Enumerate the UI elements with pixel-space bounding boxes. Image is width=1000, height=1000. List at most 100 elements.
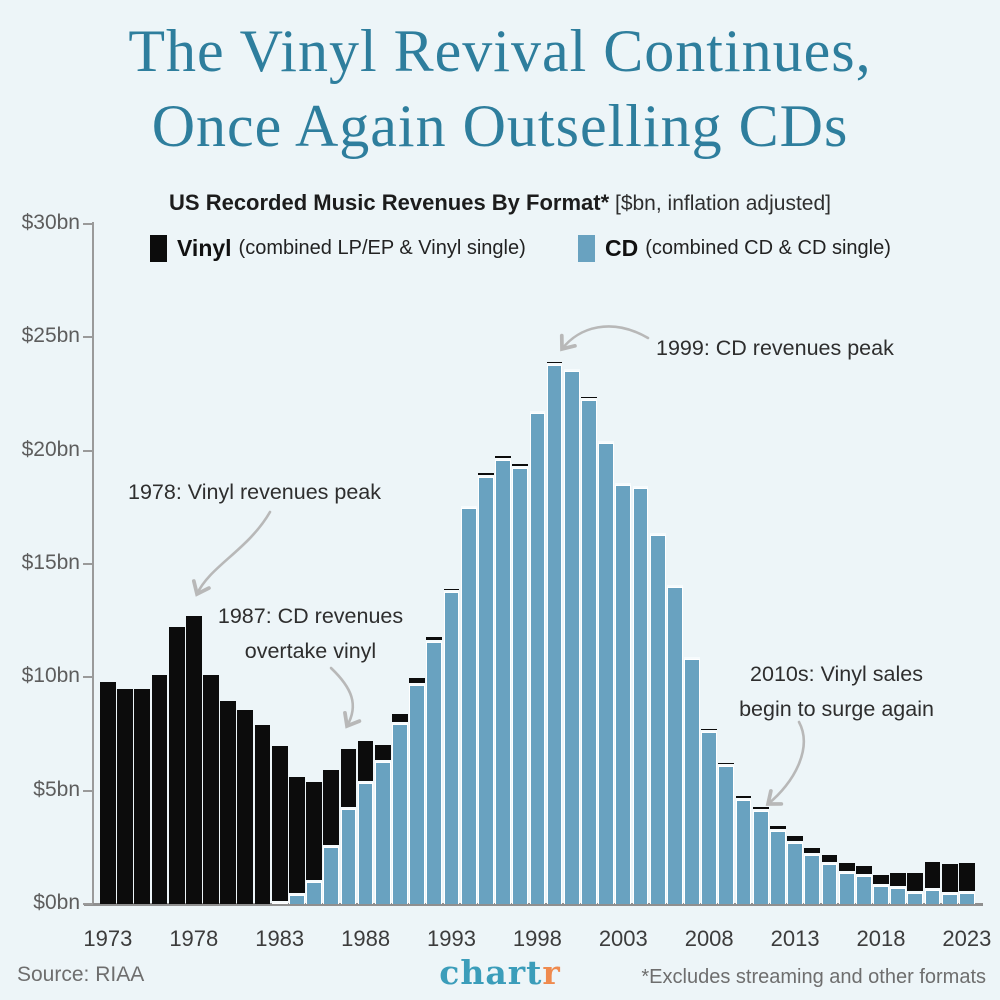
y-tick-mark (83, 336, 93, 339)
bar-cd-2008 (701, 731, 718, 904)
source-label: Source: RIAA (17, 963, 145, 986)
y-axis-label: $15bn (21, 551, 80, 574)
bar-vinyl-1989 (374, 745, 391, 763)
title-line-1: The Vinyl Revival Continues, (128, 18, 872, 84)
x-axis-line (84, 903, 983, 906)
x-axis-label: 1988 (341, 926, 391, 951)
bar-vinyl-1985 (306, 781, 322, 883)
excludes-note: *Excludes streaming and other formats (641, 966, 986, 988)
y-tick-mark (83, 449, 93, 452)
bar-vinyl-2002 (598, 440, 615, 443)
subtitle-note: [$bn, inflation adjusted] (609, 192, 831, 215)
bar-vinyl-2000 (563, 369, 580, 372)
bar-cd-2004 (632, 488, 649, 904)
bar-vinyl-2019 (890, 873, 907, 888)
bar-cd-2010 (735, 799, 752, 904)
y-tick-mark (83, 676, 93, 679)
y-axis-label: $10bn (21, 664, 80, 688)
title-line-2: Once Again Outselling CDs (151, 93, 849, 159)
bar-cd-2023 (959, 892, 975, 904)
chart-subtitle: US Recorded Music Revenues By Format* [$… (0, 190, 1000, 216)
y-axis-label: $30bn (21, 211, 80, 234)
bar-cd-2013 (787, 842, 803, 904)
annotation-1987-line1: 1987: CD revenues (217, 604, 404, 628)
x-axis-label: 1998 (512, 926, 562, 951)
y-tick-mark (83, 223, 93, 225)
bar-vinyl-2014 (804, 848, 821, 856)
y-axis-label: $20bn (21, 437, 80, 461)
bar-vinyl-1974 (117, 688, 133, 904)
bar-vinyl-1998 (529, 411, 546, 414)
bar-vinyl-2006 (666, 584, 683, 587)
bar-cd-2005 (649, 534, 666, 904)
bar-cd-1990 (392, 723, 408, 904)
bar-vinyl-1996 (495, 456, 511, 460)
bar-cd-2019 (890, 887, 907, 904)
bar-cd-1989 (374, 762, 391, 904)
arrow-1987-cd-overtake (329, 666, 362, 729)
bar-vinyl-2023 (959, 862, 975, 893)
legend-item-cd: CD (combined CD & CD single) (578, 231, 891, 265)
bar-vinyl-2004 (632, 486, 649, 489)
bar-vinyl-2016 (838, 862, 855, 873)
bar-cd-2007 (684, 659, 700, 904)
bar-cd-2009 (718, 765, 735, 904)
bar-vinyl-1988 (357, 740, 374, 783)
bar-vinyl-1976 (151, 675, 168, 904)
bar-cd-2011 (752, 811, 769, 904)
x-axis-label: 2023 (942, 926, 992, 951)
bar-cd-1993 (443, 592, 460, 904)
y-axis-label: $25bn (21, 324, 80, 348)
arrow-1999-cd-peak (559, 325, 650, 352)
bar-cd-1996 (495, 459, 511, 904)
annotation-1978-vinyl-peak: 1978: Vinyl revenues peak (128, 480, 382, 504)
bar-cd-2003 (615, 484, 632, 904)
bar-vinyl-2013 (787, 836, 803, 843)
bar-cd-2014 (804, 855, 821, 904)
page-title: The Vinyl Revival Continues, Once Again … (0, 14, 1000, 164)
bar-cd-2012 (770, 831, 786, 904)
bar-vinyl-1993 (443, 588, 460, 593)
bar-cd-2006 (666, 586, 683, 904)
cd-swatch-icon (578, 234, 595, 262)
bar-vinyl-2003 (615, 482, 632, 485)
bar-cd-2016 (838, 872, 855, 904)
bar-cd-1983 (271, 902, 288, 904)
y-axis-line (92, 222, 94, 905)
bar-vinyl-1981 (237, 710, 254, 904)
y-axis-label: $0bn (33, 891, 80, 914)
bar-vinyl-1992 (426, 636, 443, 643)
bar-vinyl-1978 (185, 616, 202, 904)
bar-vinyl-2018 (873, 875, 889, 886)
bar-vinyl-1975 (134, 688, 151, 904)
bar-vinyl-1983 (271, 746, 288, 903)
bar-cd-1995 (477, 476, 494, 904)
bar-vinyl-1982 (254, 724, 271, 904)
legend-vinyl-desc: (combined LP/EP & Vinyl single) (238, 236, 526, 259)
bar-vinyl-1994 (460, 505, 477, 509)
y-tick-mark (83, 903, 93, 905)
x-axis-label: 2018 (856, 926, 906, 951)
bar-vinyl-2020 (907, 872, 924, 894)
bar-cd-1986 (323, 847, 340, 904)
bar-vinyl-2022 (941, 864, 958, 895)
vinyl-swatch-icon (150, 234, 167, 262)
annotation-2010s-line1: 2010s: Vinyl sales (750, 662, 923, 686)
annotation-2010s-vinyl-surge: 2010s: Vinyl sales begin to surge again (734, 657, 939, 728)
x-axis-label: 1993 (427, 926, 476, 951)
arrow-2010s-vinyl-surge (765, 720, 805, 806)
x-axis-label: 2013 (770, 926, 820, 951)
bar-vinyl-1986 (323, 770, 340, 848)
bar-cd-2022 (941, 894, 958, 904)
bar-cd-2000 (563, 371, 580, 904)
bar-vinyl-1980 (220, 701, 237, 904)
bar-cd-2020 (907, 893, 924, 904)
bar-vinyl-2001 (581, 397, 597, 400)
bar-vinyl-2008 (701, 729, 718, 732)
bar-cd-2015 (821, 864, 838, 904)
bar-vinyl-1990 (392, 713, 408, 724)
bar-vinyl-1973 (100, 681, 116, 904)
bar-cd-2002 (598, 442, 615, 904)
y-tick-mark (83, 563, 93, 565)
bar-vinyl-1991 (409, 678, 426, 686)
